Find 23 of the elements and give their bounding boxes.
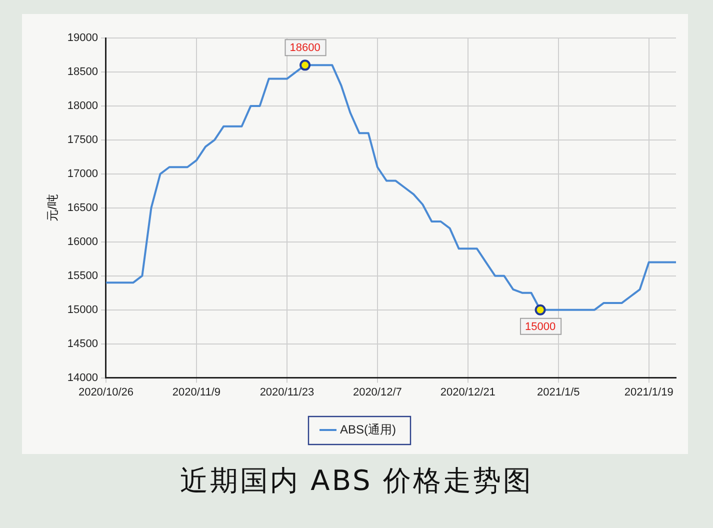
y-axis-title: 元/吨 [46,194,60,222]
x-tick-label: 2020/10/26 [78,386,134,398]
data-label: 15000 [524,320,556,333]
y-tick-label: 14500 [67,338,98,350]
legend-label: ABS(通用) [340,422,396,436]
x-tick-label: 2020/12/7 [352,386,402,398]
x-tick-label: 2020/11/9 [172,386,221,398]
text: 近期国内 ABS 价格走势图 [178,463,534,499]
x-tick-label: 2021/1/19 [624,386,674,398]
x-tick-label: 2021/1/5 [536,386,580,398]
y-tick-label: 19000 [67,32,98,44]
y-tick-label: 16000 [67,236,98,248]
x-tick-label: 2020/11/23 [260,386,314,398]
y-tick-label: 16500 [67,202,98,214]
y-tick-label: 17500 [67,134,98,146]
y-tick-label: 17000 [67,168,98,180]
y-tick-label: 15000 [67,304,98,316]
data-label: 18600 [290,42,320,54]
y-tick-label: 18000 [67,100,98,112]
y-tick-label: 15500 [67,270,98,282]
y-tick-label: 18500 [67,66,98,78]
x-tick-label: 2020/12/21 [440,386,496,398]
y-tick-label: 14000 [67,372,98,384]
